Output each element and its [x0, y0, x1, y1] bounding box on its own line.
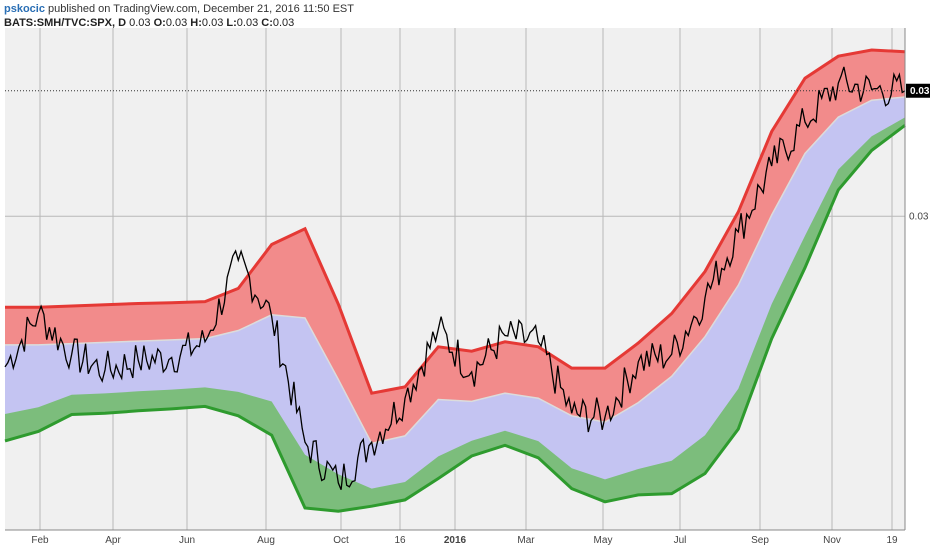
- lower-band-line: [4, 124, 906, 513]
- last-value: 0.03: [129, 17, 151, 29]
- x-tick-label: Mar: [517, 535, 535, 546]
- author-link[interactable]: pskocic: [4, 3, 45, 15]
- x-tick-label: 16: [394, 535, 406, 546]
- x-tick-label: Jul: [674, 535, 687, 546]
- symbol-line: BATS:SMH/TVC:SPX, D 0.03 O:0.03 H:0.03 L…: [4, 16, 354, 30]
- publish-info: published on TradingView.com, December 2…: [48, 3, 354, 15]
- chart-header: pskocic published on TradingView.com, De…: [4, 2, 354, 30]
- upper-band-fill: [5, 50, 905, 444]
- x-tick-label: Nov: [823, 535, 841, 546]
- y-tick-label: 0.03: [909, 211, 929, 222]
- x-tick-label: Aug: [257, 535, 275, 546]
- open-value: 0.03: [165, 17, 188, 29]
- x-tick-label: 2016: [444, 535, 467, 546]
- x-tick-label: 19: [886, 535, 898, 546]
- open-label: O:: [153, 17, 166, 29]
- low-label: L:: [226, 17, 237, 29]
- close-label: C:: [261, 17, 273, 29]
- basis-line: [5, 96, 906, 445]
- high-value: 0.03: [201, 17, 224, 29]
- close-value: 0.03: [272, 17, 295, 29]
- symbol-label: BATS:SMH/TVC:SPX, D: [4, 17, 127, 29]
- high-label: H:: [190, 17, 202, 29]
- x-tick-label: Apr: [105, 535, 121, 546]
- upper-band-line: [5, 48, 906, 395]
- publish-line: pskocic published on TradingView.com, De…: [4, 2, 354, 16]
- price-line: [4, 66, 906, 490]
- x-tick-label: Jun: [179, 535, 195, 546]
- x-tick-label: Sep: [751, 535, 769, 546]
- last-value-label: 0.03: [910, 86, 930, 97]
- low-value: 0.03: [236, 17, 259, 29]
- last-value-box: [906, 83, 930, 98]
- x-tick-label: Feb: [31, 535, 49, 546]
- x-tick-label: Oct: [333, 535, 349, 546]
- x-tick-label: May: [594, 535, 613, 546]
